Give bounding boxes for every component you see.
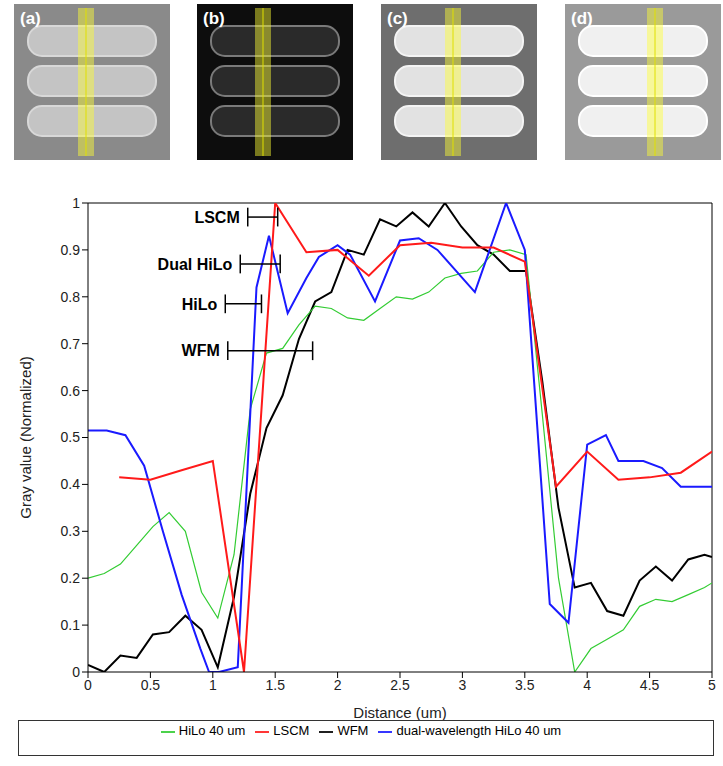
- svg-text:WFM: WFM: [182, 342, 220, 359]
- svg-text:0.7: 0.7: [61, 336, 81, 352]
- svg-text:0.9: 0.9: [61, 242, 81, 258]
- svg-text:LSCM: LSCM: [194, 209, 239, 226]
- svg-text:Gray value (Normalized): Gray value (Normalized): [17, 356, 34, 519]
- html-text:WFM: WFM: [337, 723, 369, 738]
- svg-text:1: 1: [72, 195, 80, 211]
- svg-text:4.5: 4.5: [640, 677, 660, 693]
- svg-text:0.2: 0.2: [61, 570, 81, 586]
- svg-text:Distance (um): Distance (um): [353, 704, 446, 721]
- svg-text:(c): (c): [387, 9, 408, 28]
- svg-text:0.8: 0.8: [61, 289, 81, 305]
- svg-text:0.5: 0.5: [61, 429, 81, 445]
- svg-text:(a): (a): [20, 9, 41, 28]
- svg-text:0.1: 0.1: [61, 617, 81, 633]
- svg-text:0.6: 0.6: [61, 383, 81, 399]
- html-text:LSCM: LSCM: [273, 723, 310, 738]
- svg-text:1: 1: [209, 677, 217, 693]
- svg-text:(b): (b): [203, 9, 225, 28]
- html-text:dual-wavelength HiLo 40 um: dual-wavelength HiLo 40 um: [396, 723, 562, 738]
- svg-text:0.5: 0.5: [141, 677, 161, 693]
- svg-text:3.5: 3.5: [515, 677, 535, 693]
- html-text:HiLo 40 um: HiLo 40 um: [178, 723, 246, 738]
- svg-text:0: 0: [72, 664, 80, 680]
- svg-text:2: 2: [334, 677, 342, 693]
- svg-text:3: 3: [459, 677, 467, 693]
- svg-text:0: 0: [84, 677, 92, 693]
- svg-text:Dual HiLo: Dual HiLo: [158, 256, 233, 273]
- svg-text:0.4: 0.4: [61, 476, 81, 492]
- svg-text:HiLo: HiLo: [182, 296, 218, 313]
- svg-text:0.3: 0.3: [61, 523, 81, 539]
- svg-text:5: 5: [708, 677, 716, 693]
- svg-text:4: 4: [583, 677, 591, 693]
- svg-text:1.5: 1.5: [265, 677, 285, 693]
- svg-text:(d): (d): [571, 9, 593, 28]
- svg-text:2.5: 2.5: [390, 677, 410, 693]
